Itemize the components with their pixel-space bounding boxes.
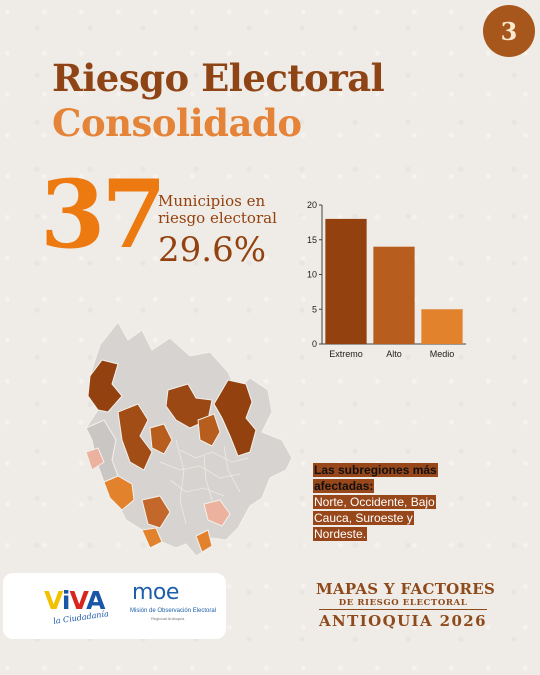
map-municipal-boundaries: [159, 439, 249, 525]
callout-body: Norte, Occidente, Bajo Cauca, Suroeste y…: [313, 495, 436, 541]
map-region-light-west: [85, 447, 105, 471]
x-tick-label: Extremo: [329, 349, 363, 359]
bar-extremo: [325, 218, 367, 344]
viva-letter-3: V: [69, 586, 88, 615]
x-tick-label: Medio: [430, 349, 455, 359]
x-tick-label: Alto: [386, 349, 402, 359]
map-region-medio-southeast: [195, 529, 213, 553]
map-region-alto-nordeste: [197, 413, 221, 447]
municipality-count-label: Municipios en riesgo electoral: [158, 192, 277, 227]
moe-logo: moe: [132, 580, 179, 605]
bar-alto: [373, 246, 415, 344]
footer-line-1: MAPAS Y FACTORES: [316, 580, 496, 598]
y-tick-label: 0: [312, 339, 317, 349]
y-tick-label: 10: [307, 270, 317, 280]
affected-subregions-callout: Las subregiones más afectadas: Norte, Oc…: [313, 462, 457, 542]
map-region-light-east: [203, 499, 231, 527]
map-region-medio-west: [103, 475, 135, 511]
map-region-base: [85, 321, 293, 557]
map-region-extremo-uraba: [87, 359, 123, 413]
page-number: 3: [500, 16, 518, 46]
y-tick-label: 20: [307, 200, 317, 210]
y-tick-label: 15: [307, 235, 317, 245]
map-region-extremo-occidente: [117, 403, 153, 471]
footer-divider: [319, 609, 487, 610]
callout-heading: Las subregiones más afectadas:: [313, 463, 438, 493]
title-line-1: Riesgo Electoral: [52, 56, 385, 100]
viva-letter-2: i: [61, 586, 71, 615]
map-region-alto-suroeste: [141, 495, 171, 529]
risk-percentage: 29.6%: [158, 230, 267, 270]
viva-letter-4: A: [86, 586, 105, 615]
footer-line-2: DE RIESGO ELECTORAL: [338, 598, 468, 608]
title-line-2: Consolidado: [52, 101, 302, 145]
map-region-medio-south: [141, 527, 163, 549]
viva-logo: ViVA: [44, 586, 106, 615]
logos-card: [3, 573, 226, 639]
moe-regional: Regional Antioquia: [151, 616, 185, 621]
viva-letter-1: V: [44, 586, 63, 615]
map-region-extremo-bajocauca: [213, 379, 257, 457]
antioquia-map: [85, 321, 293, 557]
page-number-badge: 3: [483, 5, 535, 57]
moe-subtitle: Misión de Observación Electoral: [130, 608, 217, 614]
municipality-count: 37: [40, 160, 167, 270]
map-region-alto-center: [149, 423, 173, 455]
y-tick-label: 5: [312, 304, 317, 314]
chart-bars: [325, 218, 463, 344]
bar-medio: [421, 309, 463, 344]
footer-line-3: ANTIOQUIA 2026: [319, 612, 487, 630]
